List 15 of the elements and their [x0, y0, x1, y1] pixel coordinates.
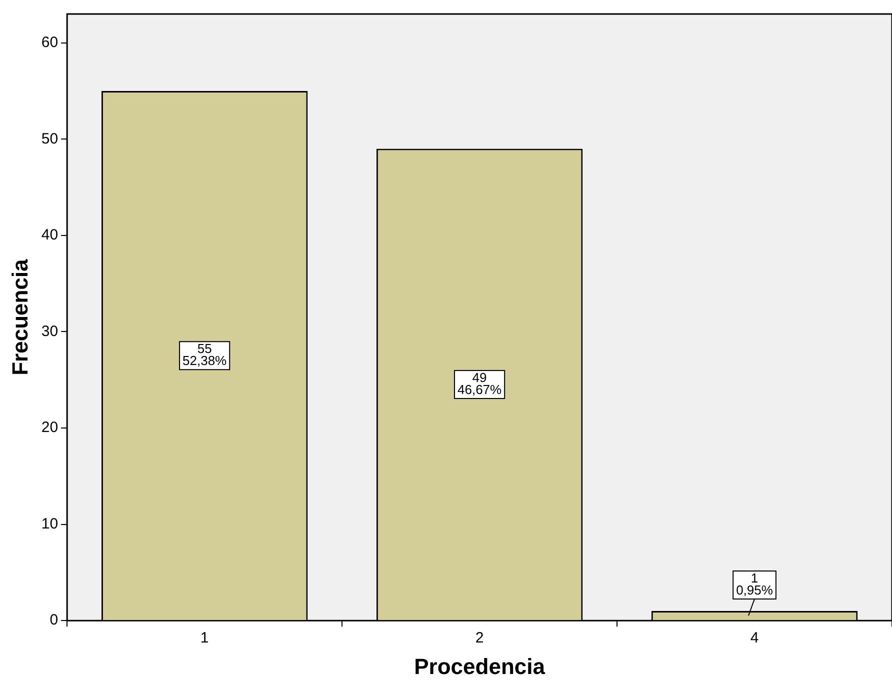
x-axis-title: Procedencia	[414, 654, 546, 679]
y-tick-label: 20	[41, 419, 58, 436]
y-tick-label: 10	[41, 515, 58, 532]
data-label: 55 52,38%	[182, 341, 228, 368]
y-axis-title: Frecuencia	[7, 258, 32, 376]
y-tick-label: 50	[41, 130, 58, 148]
data-label: 49 46,67%	[457, 370, 502, 398]
x-tick-label: 1	[200, 630, 209, 647]
y-tick-label: 30	[41, 322, 58, 340]
y-tick-label: 60	[41, 34, 58, 52]
y-tick-label: 0	[50, 612, 58, 629]
data-label: 1 0,95%	[736, 570, 774, 598]
x-tick-label: 2	[475, 630, 484, 647]
y-tick-label: 40	[41, 226, 58, 244]
x-tick-label: 4	[750, 630, 759, 647]
